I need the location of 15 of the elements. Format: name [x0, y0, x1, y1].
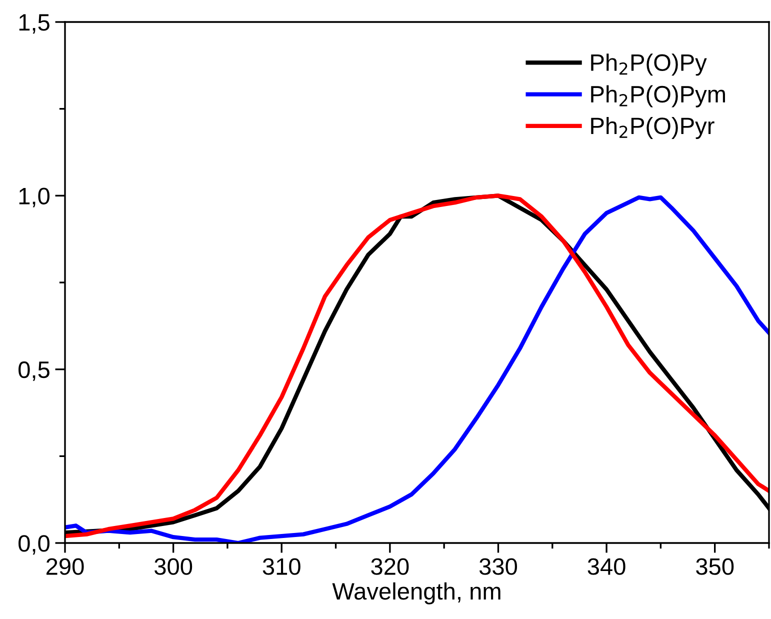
- x-tick-label: 300: [154, 558, 192, 575]
- x-tick-label: 330: [479, 558, 518, 575]
- x-tick-label: 340: [588, 558, 626, 575]
- legend-label: Ph$_{2}$P(O)Py: [591, 54, 707, 76]
- x-tick-label: 310: [262, 558, 300, 575]
- x-axis-title: Wavelength, nm: [332, 582, 500, 604]
- y-tick-label: 1,0: [19, 188, 50, 208]
- legend-label: Ph$_{2}$P(O)Pym: [591, 85, 725, 108]
- x-tick-label: 320: [371, 558, 409, 575]
- y-tick-label: 0,5: [18, 361, 50, 381]
- x-tick-label: 350: [696, 558, 734, 575]
- legend-label: Ph$_{2}$P(O)Pyr: [591, 116, 714, 139]
- x-tick-label: 290: [46, 558, 84, 575]
- y-tick-label: 1,5: [19, 14, 50, 34]
- y-tick-label: 0,0: [18, 535, 50, 555]
